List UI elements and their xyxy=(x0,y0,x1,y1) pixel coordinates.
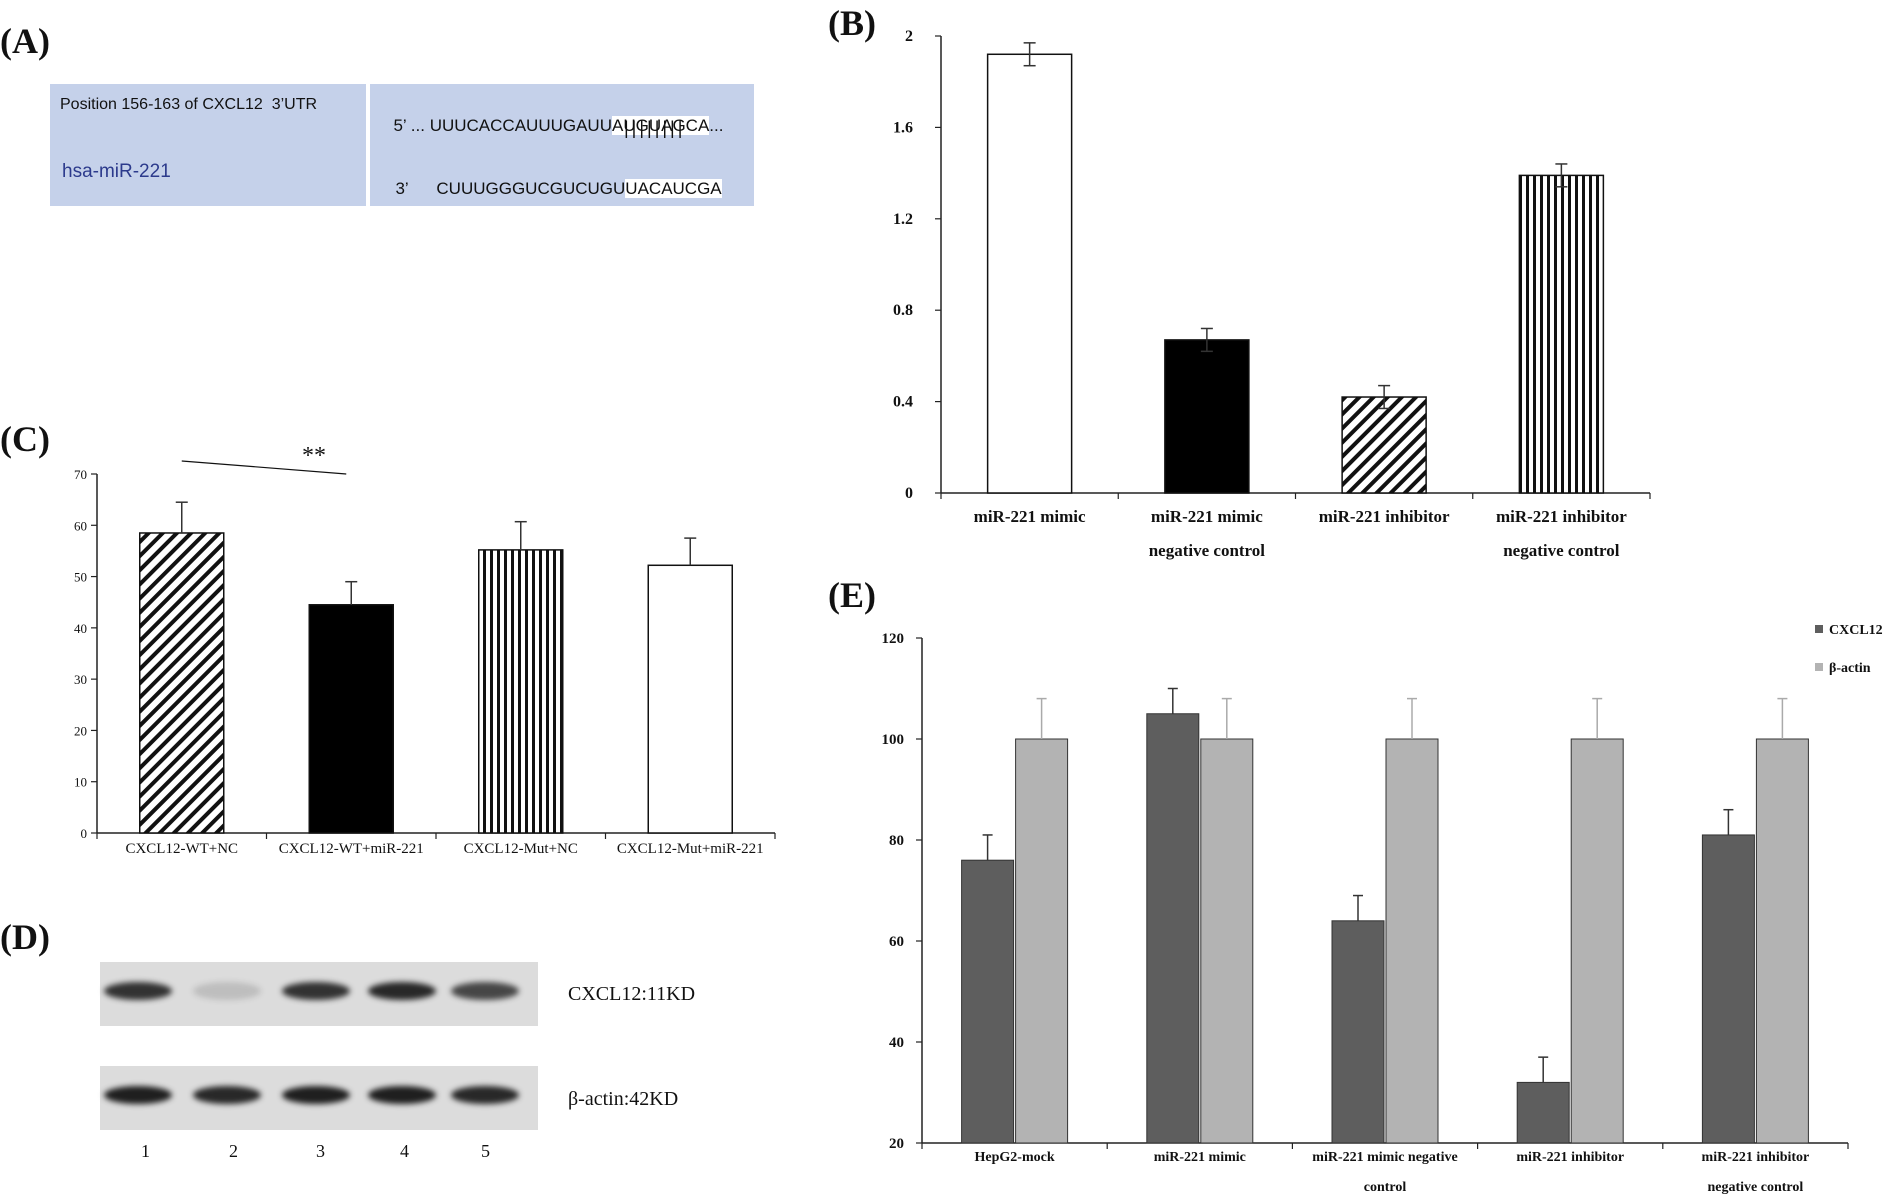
y-tick-label: 2 xyxy=(905,28,913,45)
x-category-label: miR-221 mimic xyxy=(1151,507,1263,526)
bar xyxy=(1518,174,1605,494)
x-category-label: miR-221 inhibitor xyxy=(1319,507,1450,526)
panel-label-d: (D) xyxy=(0,917,50,957)
utr-prefix: UUUCACCAUUUGAUU xyxy=(429,116,612,135)
blot-band xyxy=(368,1086,436,1104)
y-tick-label: 100 xyxy=(882,732,905,748)
blot-band xyxy=(282,982,350,1000)
x-category-label: CXCL12-Mut+miR-221 xyxy=(617,841,764,857)
bar xyxy=(139,532,225,834)
y-tick-label: 120 xyxy=(882,631,905,647)
lane-label: 3 xyxy=(316,1141,325,1161)
y-tick-label: 0.4 xyxy=(893,394,913,411)
mirna-name: hsa-miR-221 xyxy=(62,161,171,182)
lane-label: 4 xyxy=(400,1141,409,1161)
x-category-label: control xyxy=(1364,1180,1407,1195)
utr-prime: 5’ xyxy=(393,116,407,135)
significance-mark: ** xyxy=(302,443,326,469)
x-category-label: miR-221 inhibitor xyxy=(1516,1150,1624,1165)
legend-label: CXCL12 xyxy=(1829,623,1883,638)
panel-label-e: (E) xyxy=(828,575,876,615)
pairing-lines: |||||||| xyxy=(624,118,686,138)
y-tick-label: 0 xyxy=(81,826,88,841)
blot-band xyxy=(193,1086,261,1104)
y-tick-label: 40 xyxy=(74,621,87,636)
lane-label: 5 xyxy=(481,1141,490,1161)
y-tick-label: 0 xyxy=(905,485,913,502)
y-tick-label: 50 xyxy=(74,570,87,585)
utr-suffix: ... xyxy=(709,116,724,135)
utr-dots: ... xyxy=(410,116,425,135)
bar xyxy=(1341,396,1427,494)
bar xyxy=(961,859,1015,1144)
bar xyxy=(647,564,733,834)
x-category-label: negative control xyxy=(1503,541,1620,560)
y-tick-label: 10 xyxy=(74,775,87,790)
panel-label-b: (B) xyxy=(828,3,876,43)
bar xyxy=(1200,738,1254,1144)
x-category-label: CXCL12-Mut+NC xyxy=(464,841,578,857)
seq-box-left xyxy=(50,84,366,206)
mir-prefix: CUUUGGGUCGUCUGU xyxy=(436,179,626,198)
blot-band xyxy=(282,1086,350,1104)
panel-label-a: (A) xyxy=(0,21,50,61)
x-category-label: negative control xyxy=(1149,541,1266,560)
y-tick-label: 20 xyxy=(74,723,87,738)
bar xyxy=(1570,738,1624,1144)
y-tick-label: 1.6 xyxy=(893,119,913,136)
blot-band xyxy=(368,982,436,1000)
mir-seed: UACAUCGA xyxy=(625,179,722,198)
x-category-label: CXCL12-WT+NC xyxy=(125,841,238,857)
y-tick-label: 60 xyxy=(889,934,904,950)
blot-band xyxy=(451,982,519,1000)
significance-line xyxy=(181,460,347,475)
mir-prime: 3’ xyxy=(395,179,409,198)
bar xyxy=(478,549,564,834)
blot-band xyxy=(451,1086,519,1104)
bar xyxy=(1146,713,1200,1144)
y-tick-label: 40 xyxy=(889,1035,904,1051)
y-tick-label: 20 xyxy=(889,1136,904,1152)
utr-position-label: Position 156-163 of CXCL12 3’UTR xyxy=(60,96,318,113)
bar xyxy=(1701,834,1755,1144)
y-tick-label: 30 xyxy=(74,672,87,687)
y-tick-label: 60 xyxy=(74,518,87,533)
x-category-label: miR-221 inhibitor xyxy=(1702,1150,1810,1165)
x-category-label: miR-221 mimic negative xyxy=(1312,1150,1457,1165)
y-tick-label: 80 xyxy=(889,833,904,849)
x-category-label: miR-221 mimic xyxy=(974,507,1086,526)
bar xyxy=(1015,738,1069,1144)
x-category-label: miR-221 inhibitor xyxy=(1496,507,1627,526)
utr-sequence: 5’ ... UUUCACCAUUUGAUUAUGUAGCA... xyxy=(384,96,723,136)
lane-label: 1 xyxy=(141,1141,150,1161)
legend-swatch xyxy=(1815,663,1823,671)
blot-label-actin: β-actin:42KD xyxy=(568,1088,679,1110)
blot-band xyxy=(193,982,261,1000)
y-tick-label: 70 xyxy=(74,467,87,482)
bar xyxy=(1331,920,1385,1144)
bar xyxy=(1755,738,1809,1144)
x-category-label: HepG2-mock xyxy=(975,1150,1055,1165)
utr-seed: AUGUAGCA xyxy=(612,116,710,135)
bar xyxy=(986,53,1073,494)
bar xyxy=(308,604,394,834)
mirna-sequence: 3’ CUUUGGGUCGUCUGUUACAUCGA xyxy=(386,159,722,199)
x-category-label: miR-221 mimic xyxy=(1154,1150,1246,1165)
blot-band xyxy=(104,982,172,1000)
x-category-label: negative control xyxy=(1708,1180,1804,1195)
bar xyxy=(1385,738,1439,1144)
lane-label: 2 xyxy=(229,1141,238,1161)
bar xyxy=(1516,1081,1570,1144)
legend-swatch xyxy=(1815,625,1823,633)
blot-band xyxy=(104,1086,172,1104)
legend-label: β-actin xyxy=(1829,661,1871,676)
y-tick-label: 0.8 xyxy=(893,302,913,319)
panel-label-c: (C) xyxy=(0,419,50,459)
y-tick-label: 1.2 xyxy=(893,211,913,228)
blot-label-cxcl12: CXCL12:11KD xyxy=(568,983,696,1005)
x-category-label: CXCL12-WT+miR-221 xyxy=(279,841,424,857)
